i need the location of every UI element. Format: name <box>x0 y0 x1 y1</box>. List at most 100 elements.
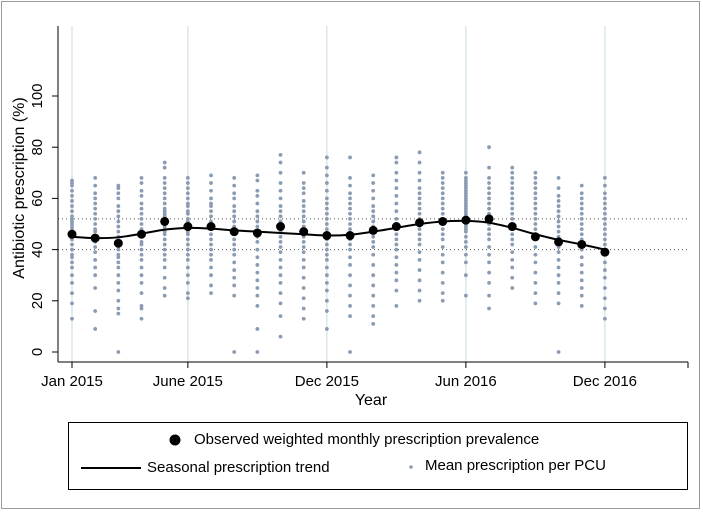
pcu-point <box>417 206 422 211</box>
pcu-point <box>394 155 399 160</box>
pcu-point <box>556 199 561 203</box>
pcu-point <box>556 280 561 285</box>
pcu-point <box>533 170 538 175</box>
pcu-point <box>371 321 376 326</box>
pcu-point <box>487 206 491 211</box>
pcu-point <box>348 304 352 308</box>
y-tick-label: 40 <box>29 241 46 258</box>
pcu-point <box>487 252 491 257</box>
observed-point <box>415 218 425 228</box>
pcu-point <box>510 257 515 262</box>
pcu-point <box>348 255 352 260</box>
pcu-point <box>324 327 329 331</box>
pcu-point <box>417 170 422 175</box>
pcu-point <box>278 234 283 239</box>
pcu-point <box>209 188 213 193</box>
pcu-point <box>510 275 515 280</box>
pcu-point <box>324 211 329 216</box>
pcu-point <box>70 209 74 214</box>
observed-point <box>530 232 540 242</box>
pcu-point <box>579 263 584 267</box>
pcu-point <box>417 191 422 196</box>
pcu-point <box>510 265 515 270</box>
pcu-point <box>255 327 260 331</box>
pcu-point <box>487 306 491 311</box>
pcu-point <box>510 232 515 237</box>
pcu-point <box>394 263 399 267</box>
pcu-point <box>278 280 283 285</box>
pcu-point <box>579 293 584 298</box>
pcu-point <box>487 280 491 285</box>
pcu-point <box>232 183 237 188</box>
y-tick-label: 100 <box>29 83 46 108</box>
pcu-point <box>324 155 329 160</box>
pcu-point <box>510 186 515 191</box>
pcu-point <box>579 270 584 275</box>
pcu-point <box>348 196 352 201</box>
pcu-point <box>510 165 515 170</box>
pcu-point <box>579 278 584 283</box>
pcu-point <box>185 196 190 201</box>
pcu-point <box>70 280 74 285</box>
pcu-point <box>440 170 445 175</box>
pcu-point <box>278 204 283 208</box>
trend-line <box>71 219 606 251</box>
pcu-point <box>301 181 306 185</box>
pcu-point <box>394 278 399 283</box>
pcu-point <box>463 260 468 265</box>
pcu-point <box>209 242 213 247</box>
pcu-point <box>371 263 376 267</box>
pcu-point <box>255 219 260 224</box>
pcu-point <box>394 209 399 214</box>
pcu-point <box>301 245 306 249</box>
x-tick-label: Jun 2016 <box>435 373 497 390</box>
pcu-point <box>533 211 538 216</box>
pcu-point <box>371 214 376 219</box>
pcu-point <box>603 306 607 311</box>
pcu-point <box>487 227 491 232</box>
pcu-point <box>232 268 237 272</box>
pcu-point <box>139 291 144 296</box>
pcu-point <box>139 193 144 198</box>
pcu-point <box>324 201 329 206</box>
pcu-point <box>348 176 352 180</box>
pcu-point <box>463 252 468 257</box>
pcu-point <box>209 214 213 219</box>
pcu-point <box>533 186 538 191</box>
pcu-point <box>278 209 283 214</box>
pcu-point <box>487 176 491 180</box>
pcu-point <box>278 160 283 165</box>
pcu-point <box>139 304 144 308</box>
pcu-point <box>348 201 352 206</box>
pcu-point <box>116 191 121 196</box>
pcu-point <box>185 273 190 278</box>
pcu-point <box>579 232 584 237</box>
pcu-point <box>93 216 98 221</box>
pcu-point <box>139 206 144 211</box>
pcu-point <box>603 222 607 226</box>
pcu-point <box>93 176 98 180</box>
pcu-point <box>371 181 376 185</box>
observed-point <box>484 214 494 224</box>
pcu-point <box>487 201 491 206</box>
pcu-point <box>579 222 584 226</box>
pcu-point <box>371 234 376 239</box>
pcu-point <box>301 250 306 255</box>
pcu-point <box>324 188 329 193</box>
pcu-point <box>116 224 121 229</box>
pcu-point <box>255 286 260 290</box>
pcu-point <box>579 201 584 206</box>
pcu-point <box>533 196 538 201</box>
pcu-point <box>255 209 260 214</box>
pcu-point <box>533 222 538 226</box>
observed-point <box>276 222 286 232</box>
pcu-point <box>603 206 607 211</box>
pcu-point <box>394 201 399 206</box>
pcu-point <box>371 252 376 257</box>
legend-pcu-label: Mean prescription per PCU <box>425 457 606 474</box>
pcu-point <box>371 304 376 308</box>
observed-point <box>299 227 309 237</box>
pcu-point <box>185 181 190 185</box>
pcu-point <box>394 304 399 308</box>
pcu-point <box>232 219 237 224</box>
